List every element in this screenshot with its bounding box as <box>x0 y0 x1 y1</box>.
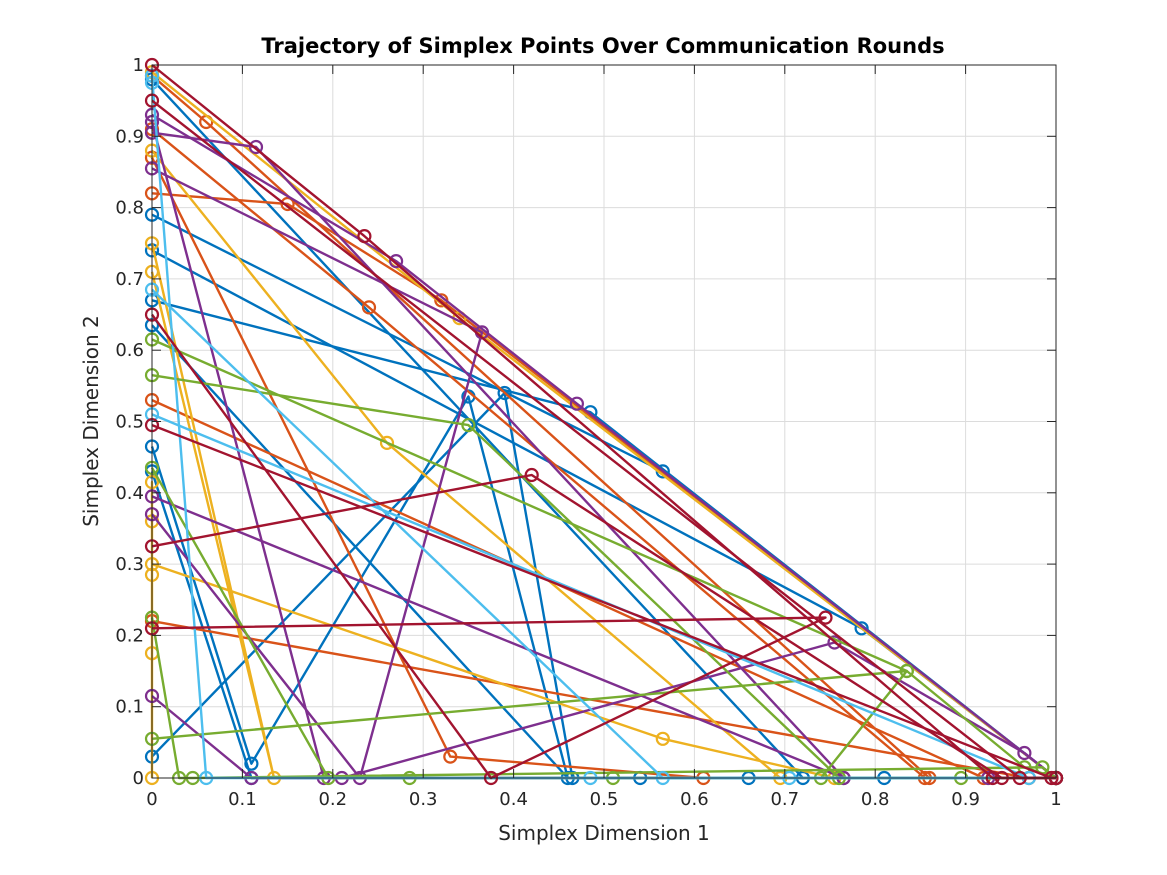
y-tick-label: 0.5 <box>115 412 144 433</box>
y-tick-label: 0.8 <box>115 198 144 219</box>
y-tick-label: 0.9 <box>115 126 144 147</box>
x-tick-label: 0.7 <box>770 789 799 810</box>
trajectory-point <box>569 396 585 411</box>
trajectory-point <box>655 731 670 746</box>
y-tick-label: 0.3 <box>115 554 144 575</box>
y-tick-label: 0 <box>133 768 144 789</box>
y-tick-label: 0.2 <box>115 625 144 646</box>
y-axis-label: Simplex Dimension 2 <box>79 315 103 527</box>
tick-layer: 0 0.1 0.2 0.3 0.4 0.5 0.6 0.7 0.8 0.9 1 0 0.1 0.2 0.3 0… <box>115 55 1061 810</box>
x-tick-label: 1 <box>1050 789 1061 810</box>
trajectory-point <box>1017 745 1032 761</box>
trajectory-line <box>151 167 484 780</box>
y-tick-label: 0.1 <box>115 697 144 718</box>
x-tick-label: 0.4 <box>499 789 528 810</box>
trajectory-point <box>524 467 539 483</box>
x-axis-label: Simplex Dimension 1 <box>498 821 710 845</box>
x-tick-label: 0.5 <box>590 789 619 810</box>
trajectory-point <box>899 663 914 679</box>
trajectory-point <box>461 418 476 433</box>
trajectory-point <box>248 139 264 155</box>
x-tick-label: 0.2 <box>318 789 347 810</box>
trajectory-point <box>443 749 458 764</box>
trajectory-point <box>244 756 259 771</box>
trajectory-point <box>280 196 295 212</box>
trajectory-point <box>818 610 833 625</box>
x-tick-label: 0.3 <box>409 789 438 810</box>
x-tick-label: 0.9 <box>951 789 980 810</box>
x-tick-label: 0.6 <box>680 789 709 810</box>
chart-title: Trajectory of Simplex Points Over Commun… <box>261 34 944 58</box>
trajectory-point <box>361 300 377 315</box>
y-tick-label: 0.4 <box>115 483 144 504</box>
trajectory-point <box>379 435 395 450</box>
x-tick-label: 0.1 <box>228 789 257 810</box>
y-tick-label: 1 <box>133 55 144 76</box>
y-tick-label: 0.6 <box>115 340 144 361</box>
x-tick-label: 0.8 <box>861 789 890 810</box>
trajectory-point <box>357 229 372 244</box>
trajectory-line <box>151 113 1057 779</box>
x-tick-label: 0 <box>146 789 157 810</box>
trajectory-point <box>497 385 512 401</box>
y-tick-label: 0.7 <box>115 269 144 290</box>
trajectory-point <box>389 254 404 269</box>
trajectory-line <box>151 313 827 780</box>
trajectory-line <box>150 324 569 780</box>
trajectory-point <box>854 621 869 636</box>
